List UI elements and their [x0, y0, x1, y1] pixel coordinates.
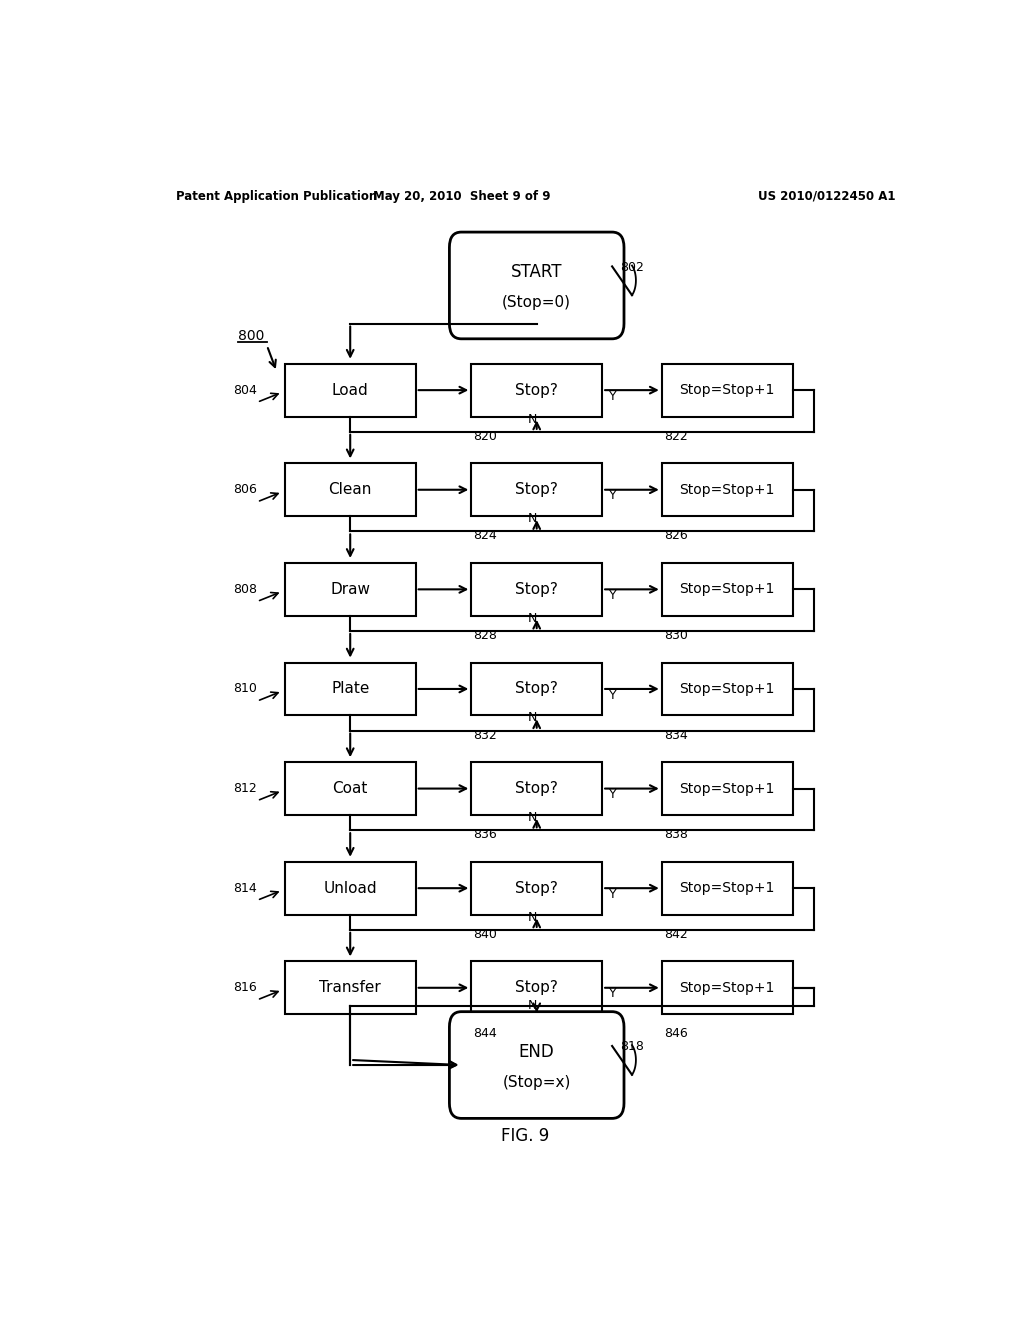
- Text: N: N: [528, 711, 538, 725]
- FancyBboxPatch shape: [471, 663, 602, 715]
- FancyBboxPatch shape: [285, 961, 416, 1014]
- Text: Plate: Plate: [331, 681, 370, 697]
- Text: 824: 824: [474, 529, 498, 543]
- Text: 838: 838: [665, 828, 688, 841]
- FancyBboxPatch shape: [662, 463, 793, 516]
- Text: Y: Y: [608, 490, 616, 503]
- Text: START: START: [511, 263, 562, 281]
- FancyBboxPatch shape: [285, 364, 416, 417]
- FancyBboxPatch shape: [285, 862, 416, 915]
- Text: 842: 842: [665, 928, 688, 941]
- Text: Load: Load: [332, 383, 369, 397]
- Text: 834: 834: [665, 729, 688, 742]
- Text: Stop?: Stop?: [515, 981, 558, 995]
- FancyBboxPatch shape: [662, 364, 793, 417]
- Text: N: N: [528, 911, 538, 924]
- Text: 846: 846: [665, 1027, 688, 1040]
- FancyBboxPatch shape: [662, 862, 793, 915]
- Text: Coat: Coat: [333, 781, 368, 796]
- Text: Stop?: Stop?: [515, 582, 558, 597]
- Text: Stop?: Stop?: [515, 781, 558, 796]
- Text: 806: 806: [233, 483, 257, 496]
- Text: 818: 818: [620, 1040, 644, 1053]
- Text: Stop=Stop+1: Stop=Stop+1: [680, 483, 775, 496]
- Text: 816: 816: [233, 981, 257, 994]
- FancyBboxPatch shape: [471, 862, 602, 915]
- Text: Stop=Stop+1: Stop=Stop+1: [680, 882, 775, 895]
- Text: Y: Y: [608, 689, 616, 701]
- Text: N: N: [528, 512, 538, 525]
- Text: Stop?: Stop?: [515, 880, 558, 896]
- Text: Y: Y: [608, 589, 616, 602]
- Text: Stop=Stop+1: Stop=Stop+1: [680, 682, 775, 696]
- FancyBboxPatch shape: [285, 562, 416, 615]
- Text: Y: Y: [608, 788, 616, 801]
- Text: Unload: Unload: [324, 880, 377, 896]
- Text: Stop?: Stop?: [515, 482, 558, 498]
- Text: 800: 800: [238, 329, 264, 343]
- Text: Y: Y: [608, 389, 616, 403]
- FancyBboxPatch shape: [285, 463, 416, 516]
- FancyBboxPatch shape: [662, 961, 793, 1014]
- Text: 836: 836: [474, 828, 498, 841]
- Text: 828: 828: [474, 630, 498, 642]
- Text: 826: 826: [665, 529, 688, 543]
- Text: Clean: Clean: [329, 482, 372, 498]
- Text: N: N: [528, 413, 538, 425]
- FancyBboxPatch shape: [662, 562, 793, 615]
- FancyBboxPatch shape: [471, 762, 602, 814]
- Text: 840: 840: [474, 928, 498, 941]
- Text: Y: Y: [608, 888, 616, 900]
- Text: 832: 832: [474, 729, 498, 742]
- FancyBboxPatch shape: [450, 1011, 624, 1118]
- FancyBboxPatch shape: [662, 762, 793, 814]
- FancyBboxPatch shape: [285, 663, 416, 715]
- Text: May 20, 2010  Sheet 9 of 9: May 20, 2010 Sheet 9 of 9: [373, 190, 550, 202]
- Text: N: N: [528, 612, 538, 624]
- FancyBboxPatch shape: [471, 961, 602, 1014]
- Text: 814: 814: [233, 882, 257, 895]
- Text: END: END: [519, 1043, 555, 1061]
- Text: Stop=Stop+1: Stop=Stop+1: [680, 781, 775, 796]
- Text: Stop=Stop+1: Stop=Stop+1: [680, 981, 775, 995]
- Text: Stop=Stop+1: Stop=Stop+1: [680, 383, 775, 397]
- Text: 802: 802: [620, 260, 644, 273]
- Text: N: N: [528, 998, 538, 1011]
- Text: Y: Y: [608, 987, 616, 1001]
- Text: 804: 804: [233, 384, 257, 396]
- FancyBboxPatch shape: [450, 232, 624, 339]
- FancyBboxPatch shape: [471, 562, 602, 615]
- Text: Patent Application Publication: Patent Application Publication: [176, 190, 377, 202]
- Text: 812: 812: [233, 781, 257, 795]
- Text: Transfer: Transfer: [319, 981, 381, 995]
- FancyBboxPatch shape: [471, 463, 602, 516]
- Text: 844: 844: [474, 1027, 498, 1040]
- Text: (Stop=x): (Stop=x): [503, 1074, 571, 1090]
- Text: Stop?: Stop?: [515, 383, 558, 397]
- Text: 830: 830: [665, 630, 688, 642]
- FancyBboxPatch shape: [662, 663, 793, 715]
- FancyBboxPatch shape: [471, 364, 602, 417]
- Text: (Stop=0): (Stop=0): [502, 296, 571, 310]
- FancyBboxPatch shape: [285, 762, 416, 814]
- Text: Stop=Stop+1: Stop=Stop+1: [680, 582, 775, 597]
- Text: 808: 808: [233, 583, 257, 595]
- Text: 822: 822: [665, 430, 688, 442]
- Text: N: N: [528, 810, 538, 824]
- Text: 820: 820: [474, 430, 498, 442]
- Text: Draw: Draw: [330, 582, 371, 597]
- Text: FIG. 9: FIG. 9: [501, 1127, 549, 1146]
- Text: Stop?: Stop?: [515, 681, 558, 697]
- Text: US 2010/0122450 A1: US 2010/0122450 A1: [758, 190, 895, 202]
- Text: 810: 810: [233, 682, 257, 696]
